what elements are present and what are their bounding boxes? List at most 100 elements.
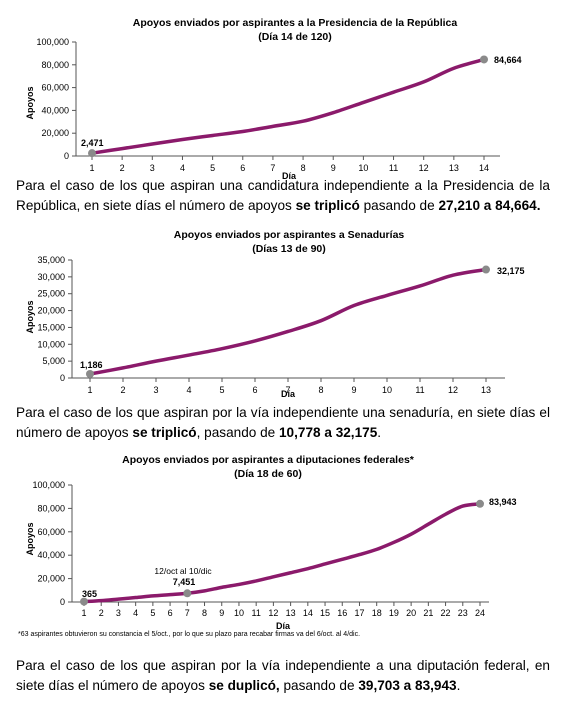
chart-title: Apoyos enviados por aspirantes a Senadur…: [174, 229, 405, 241]
x-tick-label: 11: [252, 608, 261, 618]
y-tick-label: 60,000: [37, 527, 65, 537]
paragraph-text: , pasando de: [196, 425, 279, 440]
mid-point-annotation: 12/oct al 10/dic: [154, 566, 212, 576]
chart-subtitle: (Día 18 de 60): [234, 468, 302, 480]
x-tick-label: 2: [120, 385, 125, 395]
x-tick-label: 2: [120, 163, 125, 173]
y-tick-label: 0: [60, 373, 65, 383]
x-tick-label: 2: [99, 608, 104, 618]
last-point-marker: [482, 265, 490, 274]
x-tick-label: 6: [168, 608, 173, 618]
first-point-label: 2,471: [81, 138, 104, 148]
x-tick-label: 1: [89, 163, 94, 173]
x-ticks: 1 2 3 4 5 6 7 8 9 10 11 12 13 14 15 16 17 18 19 20 21 22 23 24: [81, 602, 485, 618]
last-point-marker: [480, 55, 488, 64]
x-ticks: 1 2 3 4 5 6 7 8 9 10 11 12 13 14: [89, 156, 489, 173]
x-tick-label: 4: [133, 608, 138, 618]
y-ticks: 0 20,000 40,000 60,000 80,000 100,000: [32, 480, 72, 607]
x-tick-label: 7: [270, 163, 275, 173]
x-ticks: 1 2 3 4 5 6 7 8 9 10 11 12 13: [87, 378, 491, 395]
x-tick-label: 11: [389, 163, 398, 173]
y-tick-label: 5,000: [42, 356, 65, 366]
series-line: [88, 267, 488, 376]
paragraph-senadurias: Para el caso de los que aspiran por la v…: [16, 403, 550, 443]
x-tick-label: 16: [337, 608, 347, 618]
x-tick-label: 13: [481, 385, 491, 395]
x-tick-label: 22: [441, 608, 451, 618]
x-tick-label: 17: [354, 608, 364, 618]
x-tick-label: 13: [449, 163, 459, 173]
x-tick-label: 3: [150, 163, 155, 173]
last-point-label: 32,175: [497, 266, 525, 276]
x-tick-label: 15: [320, 608, 330, 618]
x-tick-label: 8: [301, 163, 306, 173]
paragraph-presidencia: Para el caso de los que aspiran una cand…: [16, 176, 550, 216]
y-ticks: 0 5,000 10,000 15,000 20,000 25,000 30,000 35,0…: [37, 255, 72, 383]
x-axis-label: Día: [276, 621, 291, 631]
x-tick-label: 7: [185, 608, 190, 618]
last-point-label: 83,943: [489, 497, 517, 507]
chart-subtitle: (Días 13 de 90): [252, 243, 326, 255]
series-line: [90, 57, 486, 155]
y-tick-label: 80,000: [37, 503, 65, 513]
first-point-marker: [88, 149, 96, 158]
y-tick-label: 40,000: [41, 105, 69, 115]
y-axis-label: Apoyos: [25, 300, 35, 333]
x-tick-label: 1: [87, 385, 92, 395]
x-tick-label: 1: [81, 608, 86, 618]
paragraph-figures: 10,778 a 32,175: [279, 425, 378, 440]
x-tick-label: 12: [419, 163, 429, 173]
paragraph-emphasis: se duplicó,: [208, 678, 280, 693]
x-tick-label: 7: [285, 385, 290, 395]
first-point-label: 1,186: [80, 360, 103, 370]
x-tick-label: 10: [234, 608, 244, 618]
last-point-marker: [476, 499, 484, 508]
x-tick-label: 14: [479, 163, 489, 173]
y-tick-label: 20,000: [37, 306, 65, 316]
first-point-label: 365: [82, 589, 97, 599]
x-tick-label: 24: [475, 608, 485, 618]
x-tick-label: 5: [210, 163, 215, 173]
x-tick-label: 11: [415, 385, 424, 395]
x-tick-label: 3: [116, 608, 121, 618]
y-tick-label: 0: [60, 597, 65, 607]
paragraph-emphasis: se triplicó: [132, 425, 197, 440]
x-tick-label: 6: [240, 163, 245, 173]
mid-point-marker: [183, 589, 192, 598]
y-tick-label: 30,000: [37, 272, 65, 282]
y-tick-label: 100,000: [36, 37, 69, 47]
chart-title: Apoyos enviados por aspirantes a la Pres…: [133, 17, 458, 29]
paragraph-text: .: [377, 425, 382, 440]
x-axis-label: Día: [282, 171, 297, 180]
x-tick-label: 12: [268, 608, 278, 618]
x-tick-label: 10: [382, 385, 392, 395]
paragraph-figures: 39,703 a 83,943: [358, 678, 457, 693]
x-tick-label: 8: [202, 608, 207, 618]
x-tick-label: 10: [358, 163, 368, 173]
x-tick-label: 4: [186, 385, 191, 395]
y-tick-label: 20,000: [41, 128, 69, 138]
y-tick-label: 60,000: [41, 83, 69, 93]
x-tick-label: 5: [219, 385, 224, 395]
x-tick-label: 9: [331, 163, 336, 173]
first-point-marker: [80, 597, 88, 606]
paragraph-text: Para el caso de los que aspiran por la v…: [16, 658, 550, 693]
paragraph-emphasis: se triplicó: [295, 198, 360, 213]
first-point-marker: [86, 370, 94, 379]
chart-senadurias: Apoyos enviados por aspirantes a Senadur…: [25, 229, 525, 399]
paragraph-text: .: [456, 678, 461, 693]
x-tick-label: 6: [252, 385, 257, 395]
x-tick-label: 18: [372, 608, 382, 618]
chart-title: Apoyos enviados por aspirantes a diputac…: [122, 454, 415, 466]
x-tick-label: 4: [180, 163, 185, 173]
series-line: [82, 502, 482, 604]
x-tick-label: 13: [286, 608, 296, 618]
chart-presidencia: Apoyos enviados por aspirantes a la Pres…: [25, 17, 522, 180]
y-tick-label: 10,000: [37, 339, 65, 349]
chart-subtitle: (Día 14 de 120): [258, 31, 332, 43]
paragraph-text: pasando de: [359, 198, 439, 213]
x-tick-label: 20: [406, 608, 416, 618]
last-point-label: 84,664: [494, 55, 522, 65]
x-tick-label: 8: [318, 385, 323, 395]
x-tick-label: 9: [351, 385, 356, 395]
